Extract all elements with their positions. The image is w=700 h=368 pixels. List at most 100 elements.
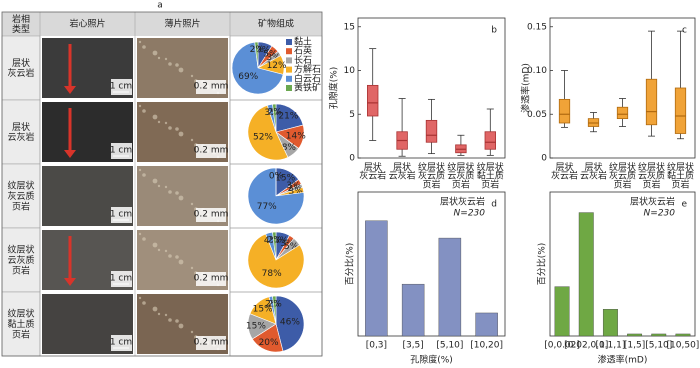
- grain: [164, 249, 168, 253]
- y-tick-label: 0.05: [527, 110, 547, 120]
- row-bg: [1, 99, 41, 165]
- y-tick-label: 0.10: [527, 66, 547, 76]
- bar: [602, 309, 618, 337]
- box: [674, 87, 687, 134]
- x-tick-label: [0,3]: [366, 341, 387, 351]
- x-tick-label: [0,0.02]: [544, 341, 580, 351]
- pie-label: 2%: [288, 184, 303, 194]
- scale-bg: [111, 143, 132, 159]
- pie-label: 3%: [289, 187, 304, 197]
- grain: [175, 191, 179, 195]
- grain: [138, 40, 142, 44]
- sample-size: N=230: [644, 209, 676, 219]
- legend-label: 白云石: [294, 72, 321, 84]
- pie-label: 12%: [267, 61, 287, 71]
- pie-label: 52%: [253, 133, 273, 143]
- grain: [138, 168, 142, 172]
- legend-label: 石英: [294, 45, 312, 57]
- grain: [168, 254, 172, 258]
- thin-scale: 0.2 mm: [194, 146, 229, 156]
- bar: [475, 312, 498, 337]
- core-scale: 1 cm: [110, 210, 132, 220]
- core-scale: 1 cm: [110, 82, 132, 92]
- y-tick-label: 0: [541, 154, 547, 164]
- rock-type: 纹层状云灰质页岩: [7, 243, 34, 276]
- pie-slice: [247, 233, 305, 289]
- scale-bg: [196, 80, 226, 94]
- core-scale: 1 cm: [110, 274, 132, 284]
- pie-label: 2%: [268, 299, 283, 309]
- y-tick-label: 0: [349, 154, 355, 164]
- bar: [627, 333, 643, 337]
- grain: [190, 330, 194, 334]
- core-arrow-head: [64, 278, 76, 286]
- grain: [157, 120, 161, 124]
- pie-label: 2%: [268, 235, 283, 245]
- pie-label: 77%: [257, 202, 277, 212]
- bar: [554, 286, 570, 337]
- grain: [157, 56, 161, 60]
- panel-label: e: [681, 200, 687, 210]
- core-scale: 1 cm: [110, 338, 132, 348]
- legend-swatch: [286, 48, 292, 55]
- plot-frame: [357, 17, 506, 159]
- table-header-bg: [2, 12, 322, 36]
- box: [616, 106, 629, 120]
- x-tick-label: 层状灰云岩: [551, 161, 578, 182]
- box: [367, 84, 379, 117]
- x-tick-label: 层状灰云岩: [359, 161, 386, 182]
- grain: [168, 126, 172, 130]
- thin-scale: 0.2 mm: [194, 338, 229, 348]
- pie-slice: [272, 295, 277, 325]
- pie-label: 3%: [264, 108, 279, 118]
- y-axis-label: 渗透率(mD): [520, 63, 532, 113]
- annotation: 层状灰云岩: [440, 196, 485, 208]
- x-tick-label: 纹层状云灰质页岩: [447, 161, 474, 190]
- pie-slice: [254, 41, 259, 69]
- rock-type: 纹层状黏土质页岩: [7, 307, 34, 340]
- pie-label: 0%: [269, 171, 284, 181]
- pie-label: 15%: [253, 304, 273, 314]
- pie-label: 8%: [274, 236, 289, 246]
- legend-swatch: [286, 57, 292, 64]
- x-tick-label: [10,50]: [667, 341, 700, 351]
- grain: [152, 114, 158, 120]
- thin-scale: 0.2 mm: [194, 82, 229, 92]
- pie-label: 2%: [265, 300, 280, 310]
- legend-label: 方解石: [294, 63, 321, 75]
- pie-label: 8%: [282, 143, 297, 153]
- grain: [164, 185, 168, 189]
- grain: [178, 259, 184, 265]
- bar: [401, 283, 425, 337]
- pie-label: 20%: [259, 338, 279, 348]
- table-header: 矿物组成: [258, 18, 294, 30]
- box: [558, 98, 571, 124]
- pie-label: 5%: [284, 242, 299, 252]
- grain: [152, 306, 158, 312]
- rock-type: 层状云灰岩: [7, 120, 34, 142]
- grain: [142, 45, 146, 49]
- grain: [190, 266, 194, 270]
- bar: [651, 333, 667, 337]
- panel-label: d: [491, 200, 497, 210]
- grain: [175, 63, 179, 67]
- pie-label: 2%: [268, 107, 283, 117]
- x-tick-label: [0.1,1]: [595, 341, 625, 351]
- x-tick-label: [5,10]: [436, 341, 463, 351]
- grain: [190, 74, 194, 78]
- scale-bg: [111, 271, 132, 287]
- pie-label: 5%: [263, 49, 278, 59]
- grain: [168, 190, 172, 194]
- core-arrow-head: [64, 86, 76, 94]
- x-tick-label: 纹层状黏土质页岩: [667, 161, 694, 190]
- scale-bg: [111, 335, 132, 351]
- y-tick-label: 15: [344, 22, 355, 32]
- scale-bg: [196, 336, 226, 350]
- pie-label: 21%: [278, 112, 298, 122]
- x-tick-label: [3,5]: [402, 341, 423, 351]
- grain: [175, 255, 179, 259]
- grain: [157, 184, 161, 188]
- x-tick-label: 层状云灰岩: [389, 161, 416, 182]
- pie-slice: [272, 103, 277, 133]
